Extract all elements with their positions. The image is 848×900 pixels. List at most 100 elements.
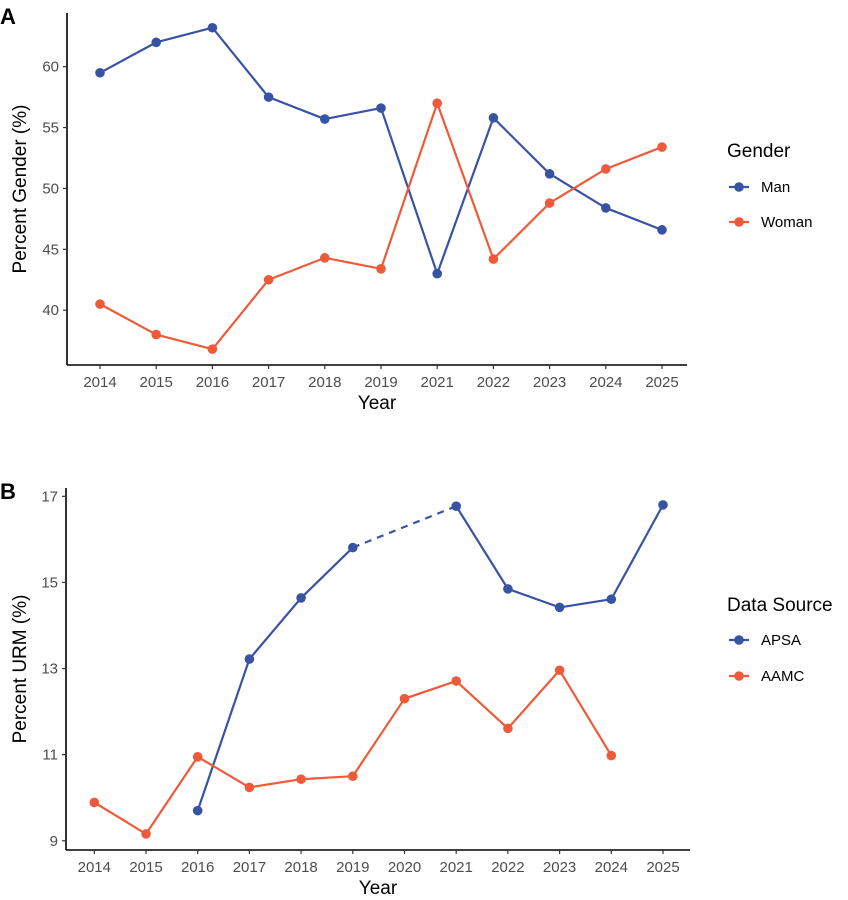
x-tick-label: 2025 [646,859,679,876]
x-tick-label: 2014 [83,374,116,391]
series-woman [95,98,667,354]
legend-label: AAMC [761,668,805,685]
legend-key-marker [734,671,744,681]
data-point-man-2023 [544,169,555,179]
legend-label: APSA [761,632,801,649]
y-tick-label: 45 [42,241,59,258]
data-point-woman-2025 [657,142,667,152]
data-point-aamc-2020 [399,693,410,704]
data-point-aamc-2022 [503,723,513,734]
data-point-man-2015 [151,37,161,48]
data-point-man-2025 [657,225,667,235]
series-line-segment [155,333,213,351]
y-tick-label: 60 [42,59,59,76]
x-tick-label: 2015 [129,859,162,876]
x-tick-label: 2022 [477,374,510,391]
y-tick-label: 11 [42,747,58,764]
series-line-segment [558,669,613,757]
data-point-man-2022 [488,113,499,123]
data-point-man-2017 [263,92,274,102]
series-line-segment [324,107,382,121]
data-point-aamc-2016 [192,752,203,762]
x-tick-label: 2020 [388,859,421,876]
series-line-segment [93,801,147,835]
y-tick-label: 50 [42,180,59,197]
series-line-segment [196,658,251,812]
series-line-segment [268,96,326,121]
x-tick-label: 2014 [78,859,111,876]
series-line-segment [455,680,509,730]
data-point-woman-2018 [320,253,330,263]
series-apsa [192,500,668,816]
series-line-segment [436,102,495,260]
series-line-segment [211,279,270,350]
chart-panel-b: B 9 11 13 15 17 2014 2015 2016 2017 2018 2019 2020 20… [0,479,833,899]
x-tick-label: 2022 [491,859,524,876]
data-point-man-2019 [376,103,386,113]
data-point-woman-2016 [207,344,218,354]
series-line-segment [436,117,495,275]
x-tick-label: 2016 [196,374,229,391]
x-tick-label: 2023 [543,859,576,876]
data-point-apsa-2021 [451,501,462,512]
data-point-man-2016 [207,22,218,33]
x-axis-title: Year [359,878,398,899]
series-line-segment [249,778,302,789]
data-point-apsa-2023 [554,602,565,613]
data-point-aamc-2018 [296,774,306,785]
y-tick-label: 55 [42,120,59,137]
data-point-man-2014 [95,67,105,78]
series-line-segment [300,546,354,599]
series-line-segment [99,303,157,336]
series-line-segment [404,679,457,700]
x-tick-label: 2018 [284,859,317,876]
legend: Data Source APSA AAMC [727,595,833,685]
series-line-segment [455,505,509,590]
series-line-segment [379,102,439,270]
series-line-segment [605,146,663,170]
x-tick-label: 2023 [533,374,566,391]
data-point-woman-2024 [601,164,611,174]
legend-key-marker [734,217,744,227]
data-point-woman-2022 [488,254,499,264]
x-tick-label: 2016 [181,859,214,876]
data-point-aamc-2023 [554,665,565,676]
data-point-woman-2015 [151,329,161,340]
series-man [95,22,667,279]
data-point-apsa-2025 [658,500,668,510]
y-tick-label: 17 [41,488,58,505]
series-line-segment [99,41,157,74]
data-point-aamc-2014 [89,797,100,808]
chart-panel-a: A 40 45 50 55 60 2014 2015 2016 2017 2018 2019 2021 2… [0,4,812,414]
series-line-segment [155,26,213,44]
legend-key-marker [734,635,744,645]
data-point-woman-2017 [263,274,274,285]
series-line-segment [610,504,664,600]
series-line-segment [248,597,302,660]
legend-label: Man [761,179,790,196]
data-point-woman-2014 [95,299,105,309]
series-line-segment [507,669,561,730]
x-axis-title: Year [358,393,397,414]
series-line-segment [559,598,612,609]
data-point-aamc-2024 [606,750,617,761]
series-line-segment [268,256,326,281]
series-line-segment [492,202,551,260]
data-point-apsa-2019 [348,542,358,553]
series-aamc [89,665,617,839]
y-tick-label: 9 [50,833,58,850]
data-point-man-2018 [320,114,330,124]
x-tick-label: 2018 [308,374,341,391]
x-tick-label: 2015 [140,374,173,391]
series-line-segment [549,172,607,209]
x-tick-label: 2021 [440,859,473,876]
data-point-apsa-2017 [244,654,255,664]
data-point-apsa-2024 [606,594,617,605]
x-tick-label: 2019 [364,374,397,391]
series-line-segment [145,756,199,835]
series-line-segment [211,27,270,98]
data-point-aamc-2021 [451,676,462,686]
data-point-apsa-2018 [296,593,306,603]
legend-key-marker [734,182,744,192]
y-axis-title: Percent URM (%) [10,595,31,744]
